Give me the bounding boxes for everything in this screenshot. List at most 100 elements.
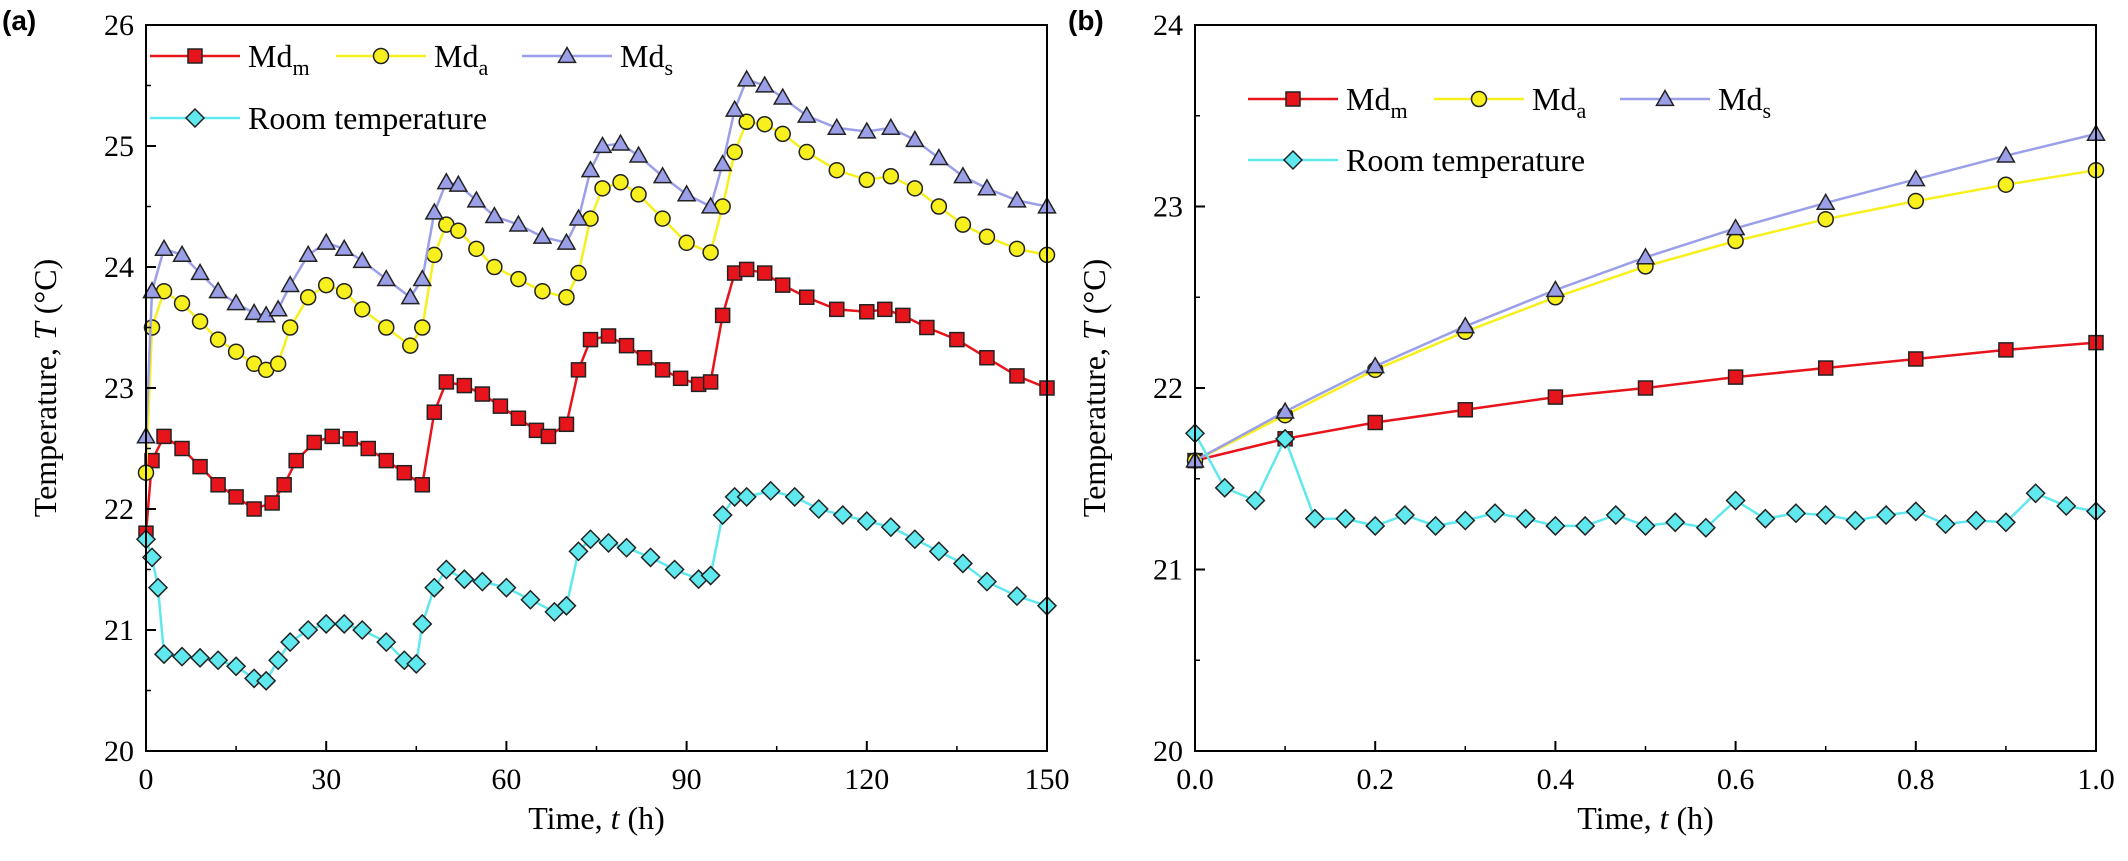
- data-point-room: [147, 577, 169, 598]
- data-point-room: [2025, 483, 2046, 504]
- data-point-md_s: [154, 238, 174, 256]
- data-point-md_s: [628, 145, 649, 163]
- data-point-md_m: [618, 337, 635, 354]
- data-point-md_a: [227, 343, 245, 360]
- data-point-md_s: [280, 275, 300, 293]
- legend: Mdm Mda Mds Room temperature: [150, 38, 673, 136]
- legend-marker: [1282, 149, 1304, 171]
- x-tick-label: 1.0: [2077, 763, 2115, 796]
- data-point-md_m: [324, 428, 340, 445]
- data-point-md_a: [414, 319, 431, 336]
- data-point-md_m: [360, 440, 376, 457]
- data-point-md_m: [414, 477, 431, 493]
- data-point-room: [1425, 515, 1446, 537]
- data-point-room: [226, 656, 247, 677]
- data-point-md_a: [450, 222, 467, 239]
- data-point-room: [664, 559, 685, 580]
- data-point-room: [700, 565, 721, 586]
- data-point-md_m: [438, 374, 455, 390]
- data-point-md_m: [738, 261, 755, 278]
- data-point-md_a: [828, 161, 846, 179]
- data-point-room: [640, 547, 661, 568]
- y-tick-label: 23: [104, 372, 134, 405]
- data-point-md_s: [1725, 218, 1746, 236]
- data-point-room: [1665, 512, 1686, 533]
- data-point-room: [784, 486, 805, 507]
- data-point-md_m: [702, 374, 719, 390]
- data-point-room: [412, 613, 433, 635]
- legend-label: Mds: [1718, 81, 1771, 123]
- data-point-md_m: [378, 452, 395, 469]
- data-point-md_m: [156, 428, 172, 445]
- data-point-md_a: [402, 337, 419, 354]
- data-point-room: [1876, 504, 1897, 526]
- data-point-md_m: [342, 431, 358, 447]
- legend-label: Mda: [434, 38, 488, 80]
- x-tick-label: 0.8: [1897, 763, 1935, 796]
- data-point-md_m: [228, 489, 244, 505]
- data-point-md_s: [508, 214, 529, 232]
- data-point-room: [406, 653, 427, 674]
- data-point-room: [1484, 503, 1506, 524]
- data-point-md_a: [798, 143, 815, 161]
- data-point-md_a: [858, 171, 876, 189]
- data-point-md_a: [173, 295, 191, 312]
- data-point-md_a: [1997, 176, 2015, 193]
- data-point-room: [808, 498, 829, 520]
- legend-marker: [1655, 88, 1675, 107]
- data-point-md_a: [774, 125, 791, 143]
- series-line-md_m: [1194, 341, 2097, 462]
- data-point-md_m: [558, 416, 575, 433]
- data-point-room: [1815, 504, 1836, 526]
- data-point-md_s: [857, 121, 877, 139]
- data-point-md_a: [378, 319, 395, 336]
- data-point-md_m: [288, 452, 304, 469]
- y-axis-label: Temperature, T (°C): [27, 259, 63, 517]
- data-point-md_m: [306, 434, 322, 451]
- panel-a: 0 30 60 90 120 150 20 21 22 23 24 25 26 Time, t (h) Te…: [2, 5, 1070, 836]
- data-point-md_s: [142, 281, 162, 299]
- data-point-room: [1785, 503, 1807, 524]
- data-point-room: [376, 632, 397, 653]
- data-point-md_m: [949, 331, 965, 348]
- data-point-md_s: [190, 263, 210, 281]
- data-point-room: [334, 613, 355, 635]
- data-point-md_a: [612, 174, 629, 191]
- data-point-md_a: [594, 180, 611, 197]
- data-point-room: [598, 532, 619, 553]
- data-point-md_m: [877, 301, 893, 318]
- data-point-md_s: [208, 281, 228, 299]
- legend-item-room: Room temperature: [1248, 142, 1585, 178]
- data-point-md_a: [317, 276, 335, 294]
- series-line-room: [144, 489, 1048, 683]
- data-point-md_m: [210, 477, 226, 493]
- data-point-room: [1605, 504, 1626, 526]
- y-tick-label: 20: [1153, 735, 1183, 768]
- data-point-room: [760, 480, 781, 501]
- data-point-md_m: [1547, 389, 1564, 405]
- legend-item-md_a: Mda: [336, 38, 488, 80]
- data-point-md_s: [754, 75, 775, 93]
- data-point-room: [208, 650, 229, 671]
- data-point-md_s: [953, 166, 973, 184]
- data-point-room: [436, 559, 457, 580]
- data-point-room: [1575, 515, 1596, 537]
- x-tick-label: 0: [139, 763, 154, 796]
- legend-item-md_a: Mda: [1434, 81, 1586, 123]
- data-point-md_m: [264, 495, 280, 511]
- data-point-md_s: [568, 208, 589, 226]
- data-point-room: [454, 569, 475, 590]
- data-point-md_s: [298, 244, 318, 263]
- data-point-md_m: [672, 370, 689, 387]
- data-point-md_m: [1908, 351, 1924, 367]
- data-point-md_m: [919, 319, 935, 336]
- data-point-room: [280, 632, 301, 653]
- data-point-md_a: [570, 264, 587, 282]
- legend-marker: [187, 48, 203, 64]
- data-point-md_m: [426, 404, 443, 420]
- data-point-md_a: [1817, 210, 1834, 228]
- data-point-md_a: [281, 319, 299, 336]
- data-point-md_m: [1009, 368, 1025, 384]
- legend-label: Mdm: [248, 38, 310, 80]
- data-point-room: [928, 541, 949, 562]
